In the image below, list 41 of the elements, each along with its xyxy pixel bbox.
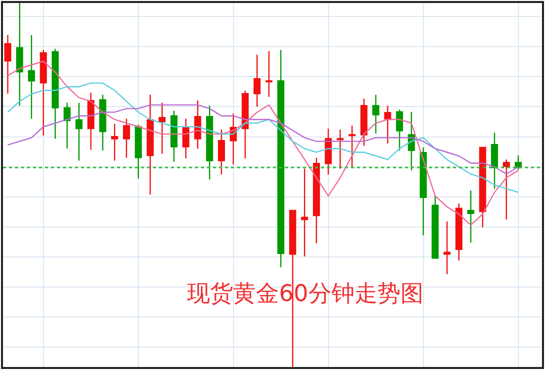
candlestick xyxy=(408,111,415,172)
candlestick xyxy=(170,110,178,162)
candlestick xyxy=(28,34,35,120)
candlestick xyxy=(16,3,24,106)
candlestick xyxy=(134,124,142,180)
candlestick xyxy=(479,146,486,228)
candlestick xyxy=(372,94,380,134)
candlestick xyxy=(312,157,320,244)
candlestick xyxy=(502,158,510,220)
candlestick xyxy=(122,118,130,158)
candlestick xyxy=(158,102,166,154)
candlestick xyxy=(146,94,154,196)
candlestick xyxy=(384,105,392,144)
candlestick xyxy=(455,202,462,261)
candlestick xyxy=(206,105,214,180)
candlestick xyxy=(514,154,522,170)
candlestick xyxy=(396,109,404,152)
candlestick xyxy=(64,102,71,150)
candlestick xyxy=(432,194,439,259)
candlestick xyxy=(444,220,451,275)
candlestick xyxy=(467,190,474,244)
candlestick xyxy=(52,48,59,140)
candlestick xyxy=(182,118,190,160)
candlestick xyxy=(336,129,344,170)
candlestick xyxy=(348,125,356,168)
candlestick xyxy=(420,146,427,236)
candlestick xyxy=(254,54,261,108)
candlestick xyxy=(242,90,249,160)
candlestick xyxy=(324,128,332,176)
candlestick xyxy=(218,129,225,176)
candlestick xyxy=(265,50,272,98)
candlestick xyxy=(491,132,498,190)
candlestick xyxy=(40,49,47,136)
candlestick xyxy=(99,94,106,152)
candlestick xyxy=(111,123,118,162)
candlestick xyxy=(75,102,82,162)
candlestick xyxy=(277,49,284,268)
candlestick xyxy=(301,168,308,257)
candlestick xyxy=(4,34,12,94)
candlestick xyxy=(87,92,94,150)
candlestick xyxy=(360,98,368,146)
